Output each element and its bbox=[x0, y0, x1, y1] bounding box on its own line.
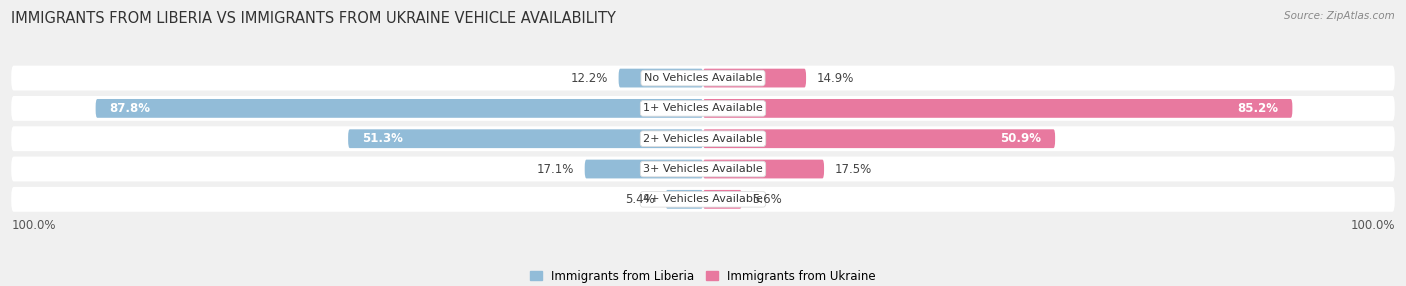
Text: 17.5%: 17.5% bbox=[834, 162, 872, 176]
Text: 2+ Vehicles Available: 2+ Vehicles Available bbox=[643, 134, 763, 144]
Text: Source: ZipAtlas.com: Source: ZipAtlas.com bbox=[1284, 11, 1395, 21]
FancyBboxPatch shape bbox=[11, 157, 1395, 181]
Text: No Vehicles Available: No Vehicles Available bbox=[644, 73, 762, 83]
FancyBboxPatch shape bbox=[703, 99, 1292, 118]
Text: 100.0%: 100.0% bbox=[11, 219, 56, 232]
FancyBboxPatch shape bbox=[703, 129, 1054, 148]
FancyBboxPatch shape bbox=[11, 96, 1395, 121]
Text: 3+ Vehicles Available: 3+ Vehicles Available bbox=[643, 164, 763, 174]
FancyBboxPatch shape bbox=[703, 69, 806, 88]
Text: 5.6%: 5.6% bbox=[752, 193, 782, 206]
Text: 4+ Vehicles Available: 4+ Vehicles Available bbox=[643, 194, 763, 204]
FancyBboxPatch shape bbox=[11, 66, 1395, 90]
Text: 5.4%: 5.4% bbox=[626, 193, 655, 206]
FancyBboxPatch shape bbox=[349, 129, 703, 148]
FancyBboxPatch shape bbox=[703, 160, 824, 178]
Text: 17.1%: 17.1% bbox=[537, 162, 574, 176]
Text: 14.9%: 14.9% bbox=[817, 72, 853, 85]
Text: IMMIGRANTS FROM LIBERIA VS IMMIGRANTS FROM UKRAINE VEHICLE AVAILABILITY: IMMIGRANTS FROM LIBERIA VS IMMIGRANTS FR… bbox=[11, 11, 616, 26]
FancyBboxPatch shape bbox=[11, 187, 1395, 212]
Text: 100.0%: 100.0% bbox=[1350, 219, 1395, 232]
FancyBboxPatch shape bbox=[96, 99, 703, 118]
Text: 87.8%: 87.8% bbox=[110, 102, 150, 115]
Text: 51.3%: 51.3% bbox=[361, 132, 404, 145]
FancyBboxPatch shape bbox=[619, 69, 703, 88]
Text: 50.9%: 50.9% bbox=[1000, 132, 1042, 145]
Text: 12.2%: 12.2% bbox=[571, 72, 609, 85]
FancyBboxPatch shape bbox=[703, 190, 742, 209]
Legend: Immigrants from Liberia, Immigrants from Ukraine: Immigrants from Liberia, Immigrants from… bbox=[526, 265, 880, 286]
FancyBboxPatch shape bbox=[11, 126, 1395, 151]
Text: 85.2%: 85.2% bbox=[1237, 102, 1278, 115]
Text: 1+ Vehicles Available: 1+ Vehicles Available bbox=[643, 104, 763, 113]
FancyBboxPatch shape bbox=[665, 190, 703, 209]
FancyBboxPatch shape bbox=[585, 160, 703, 178]
